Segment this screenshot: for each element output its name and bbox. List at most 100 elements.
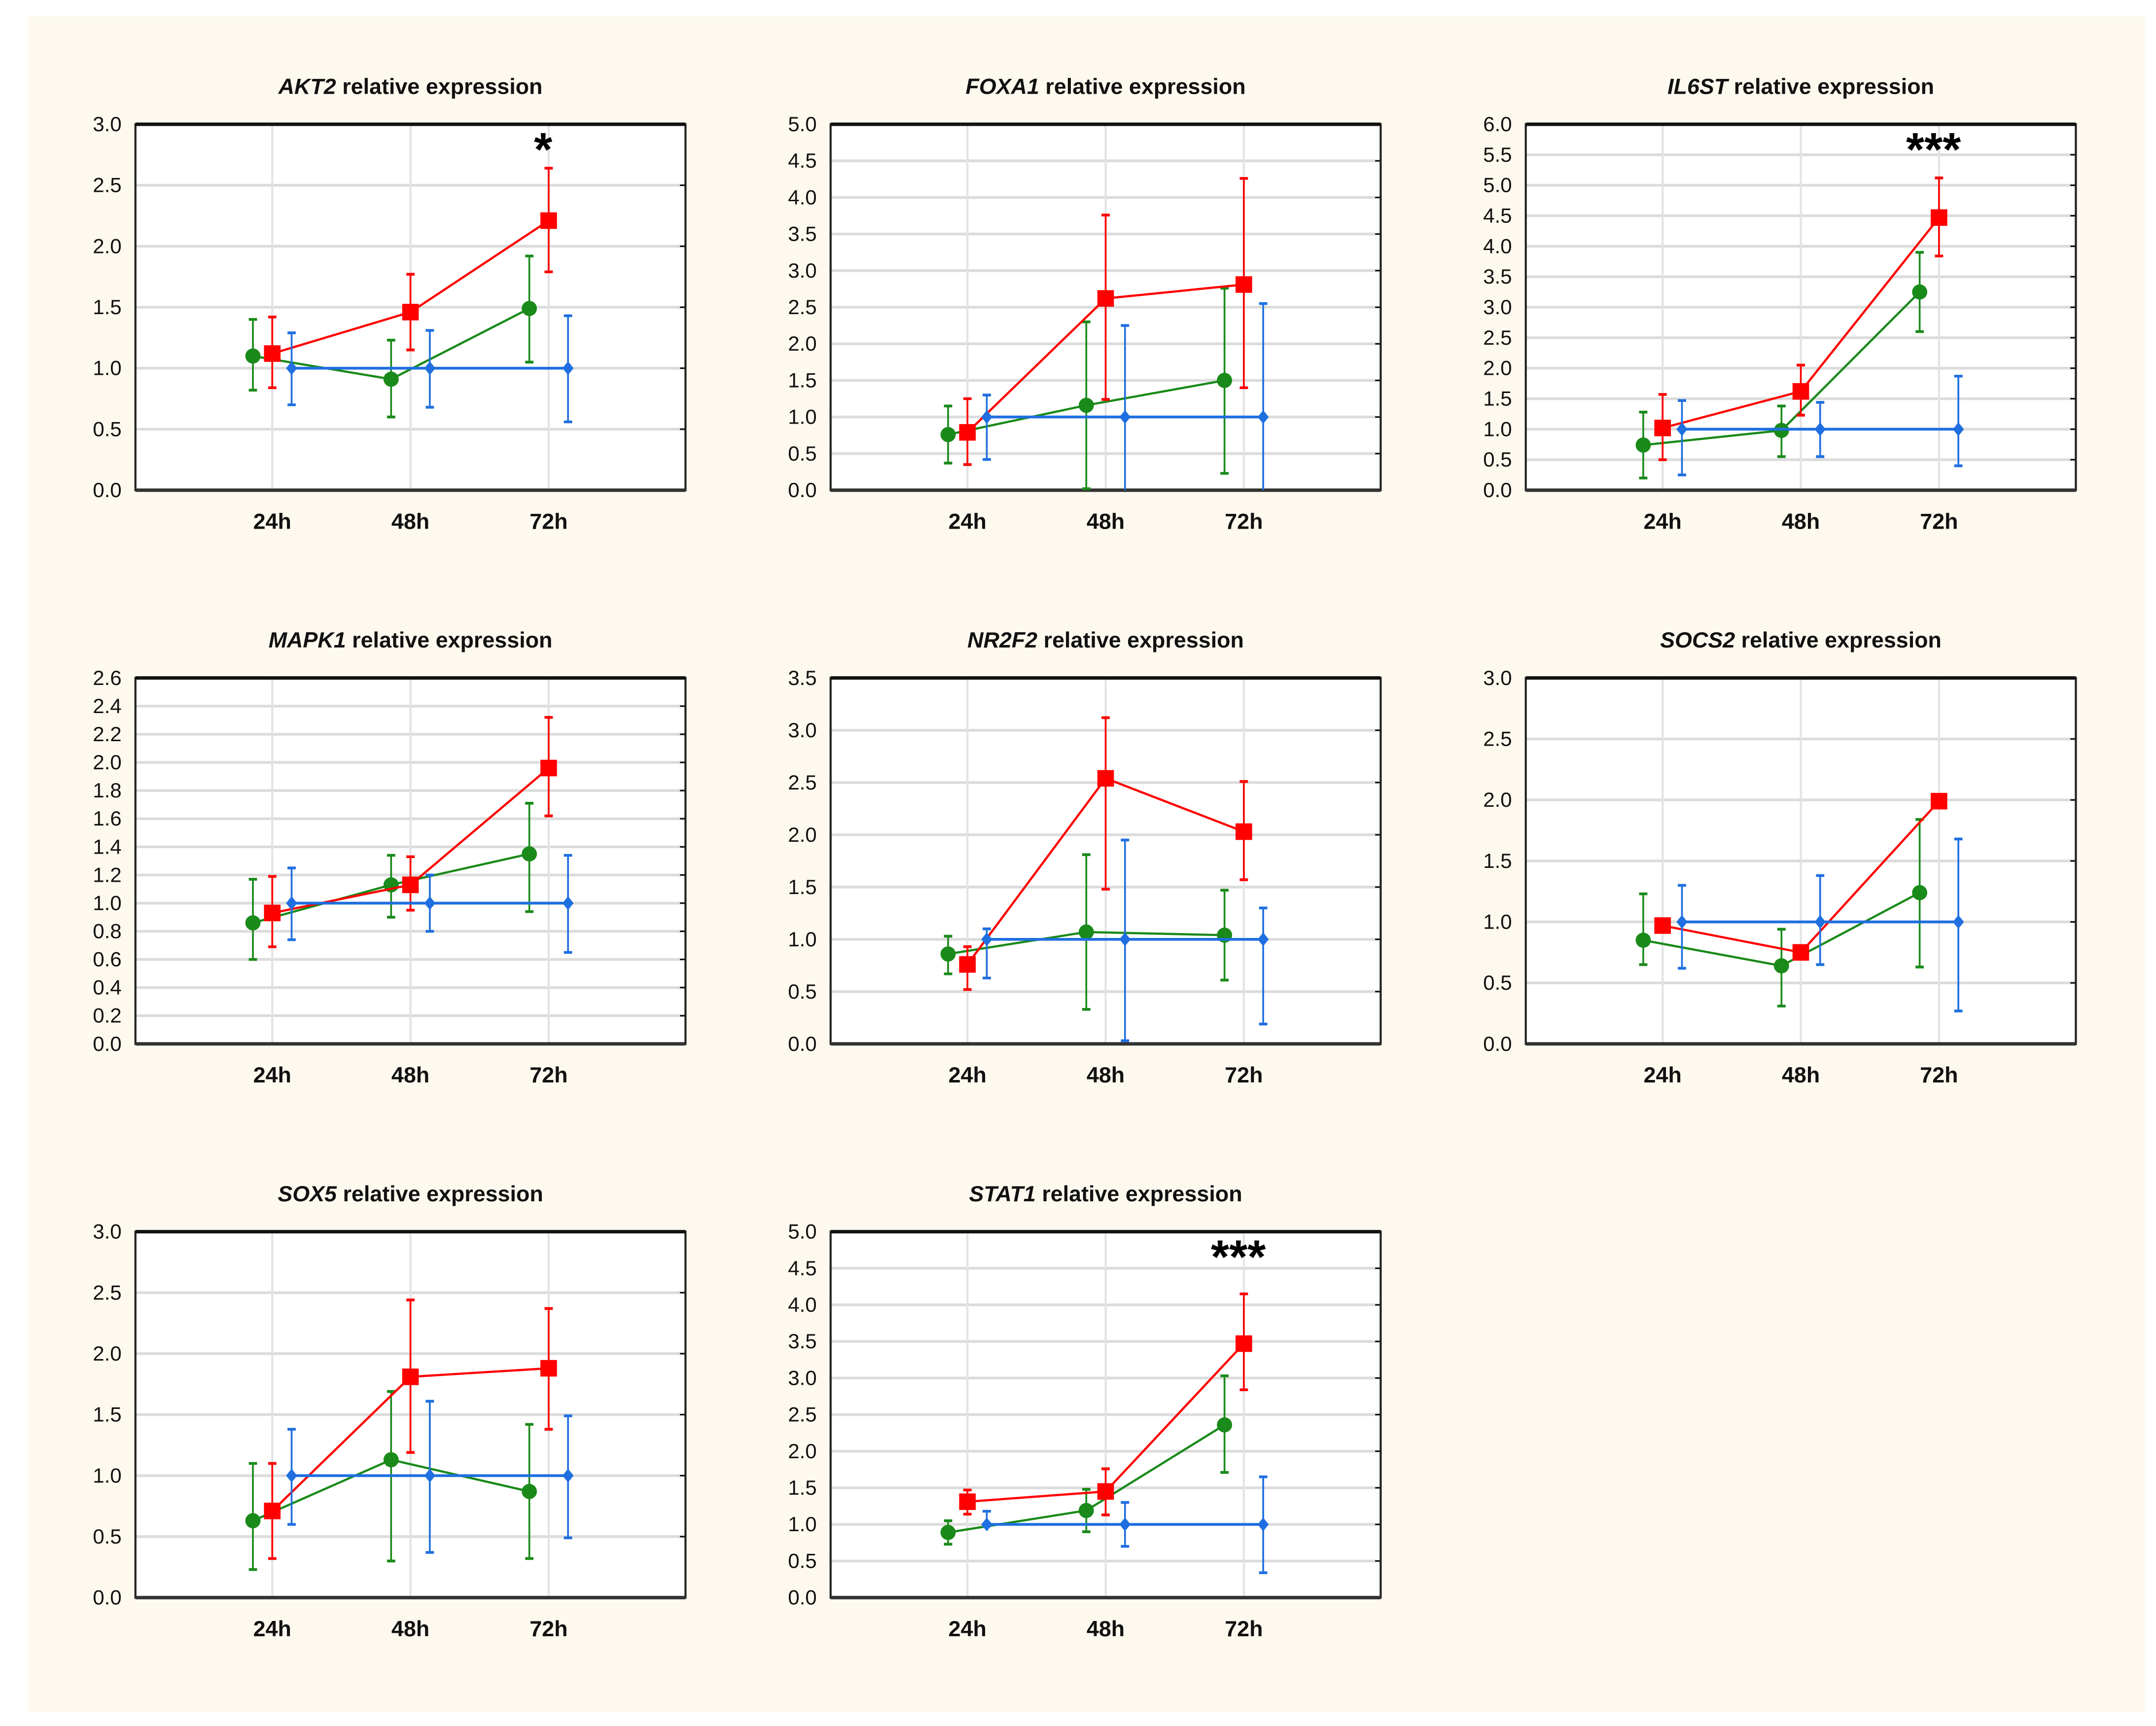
x-tick-label: 24h [1644,509,1682,534]
data-point [1217,373,1233,388]
y-tick-label: 2.5 [1483,727,1512,750]
chart-title: IL6ST relative expression [1667,74,1934,99]
series-blue [1676,374,1964,476]
significance-annotation: *** [1211,1231,1266,1284]
series-red [264,167,557,390]
data-point [1078,1503,1094,1518]
data-point [286,896,297,910]
x-tick-label: 72h [530,509,567,534]
series-blue [286,1400,574,1554]
series-red [959,177,1252,466]
y-tick-label: 3.0 [1483,295,1512,319]
y-tick-label: 1.0 [93,1464,121,1487]
y-tick-label: 5.0 [1483,174,1512,197]
data-point [1236,823,1252,840]
y-tick-label: 0.0 [788,1586,816,1609]
data-point [1635,933,1651,948]
series-blue [1676,837,1964,1012]
x-tick-label: 48h [391,509,429,534]
data-point [959,956,976,973]
y-tick-label: 4.5 [788,149,816,172]
y-tick-label: 5.0 [788,112,816,136]
y-tick-label: 1.5 [93,295,121,319]
y-tick-label: 1.0 [1483,417,1512,440]
y-tick-label: 1.8 [93,779,121,802]
y-tick-label: 2.5 [93,174,121,197]
data-point [1236,276,1252,293]
data-point [245,915,261,931]
series-blue [981,302,1269,490]
chart-nr2f2: 0.0 0.5 1.0 1.5 2.0 2.5 3.0 3.5 24h 48h 72h NR2F2 r… [788,628,1382,1087]
x-tick-label: 24h [949,509,987,534]
x-tick-label: 24h [1644,1063,1682,1087]
x-tick-label: 48h [391,1063,429,1087]
x-tick-label: 24h [253,1617,291,1641]
data-point [1119,1517,1131,1532]
title-suffix: relative expression [1039,74,1246,99]
data-point [424,1469,436,1483]
x-tick-label: 72h [1920,509,1958,534]
y-tick-label: 1.0 [788,405,816,429]
data-point [1792,944,1809,961]
title-suffix: relative expression [336,74,543,99]
y-tick-label: 0.5 [788,442,816,465]
y-tick-label: 2.5 [93,1281,121,1304]
data-point [981,1517,992,1532]
y-tick-label: 1.5 [93,1403,121,1426]
y-tick-label: 0.2 [93,1004,121,1027]
y-tick-label: 0.5 [1483,971,1512,994]
data-point [402,1368,419,1385]
x-tick-label: 48h [1087,1063,1125,1087]
data-point [1952,915,1964,929]
y-tick-label: 2.0 [1483,788,1512,811]
y-tick-label: 1.5 [788,368,816,392]
chart-sox5: 0.0 0.5 1.0 1.5 2.0 2.5 3.0 24h 48h 72h SOX5 relat… [93,1182,687,1641]
data-point [1676,915,1688,929]
y-tick-label: 0.5 [788,1549,816,1572]
y-tick-label: 3.0 [788,719,816,742]
gene-name: STAT1 [969,1182,1036,1206]
y-tick-label: 2.0 [93,234,121,257]
title-suffix: relative expression [1037,628,1244,652]
y-tick-label: 1.6 [93,807,121,830]
y-tick-label: 0.0 [93,1032,121,1055]
gene-name: NR2F2 [967,628,1037,652]
data-point [1676,422,1688,436]
y-tick-label: 0.5 [1483,448,1512,471]
x-tick-label: 24h [253,509,291,534]
y-tick-label: 2.5 [788,1403,816,1426]
y-tick-label: 4.5 [788,1257,816,1280]
data-point [940,427,956,442]
y-tick-label: 1.2 [93,863,121,886]
data-point [1912,284,1928,300]
data-point [981,932,992,946]
series-red [1654,177,1947,461]
gene-name: FOXA1 [965,74,1039,99]
y-tick-label: 2.0 [788,332,816,355]
data-point [1217,1417,1233,1433]
y-tick-label: 2.0 [1483,357,1512,380]
x-tick-label: 24h [253,1063,291,1087]
data-point [1635,437,1651,453]
series-blue [286,314,574,424]
y-tick-label: 3.0 [93,1220,121,1243]
data-point [940,1525,956,1540]
chart-mapk1: 0.0 0.2 0.4 0.6 0.8 1.0 1.2 1.4 1.6 1.8 2.0 2.2 2.4 2… [93,628,687,1087]
data-point [383,1452,399,1468]
y-tick-label: 0.5 [93,417,121,440]
y-tick-label: 2.5 [788,295,816,319]
y-tick-label: 3.5 [1483,265,1512,288]
y-tick-label: 4.0 [1483,234,1512,257]
y-tick-label: 0.8 [93,920,121,943]
data-point [1236,1335,1252,1352]
data-point [562,1469,574,1483]
data-point [959,1493,976,1510]
data-point [522,1484,537,1499]
x-tick-label: 24h [949,1617,987,1641]
y-tick-label: 4.5 [1483,204,1512,227]
y-tick-label: 2.0 [788,823,816,846]
chart-title: SOX5 relative expression [278,1182,543,1206]
series-blue [981,838,1269,1043]
data-point [264,1503,281,1519]
significance-annotation: *** [1906,124,1961,176]
